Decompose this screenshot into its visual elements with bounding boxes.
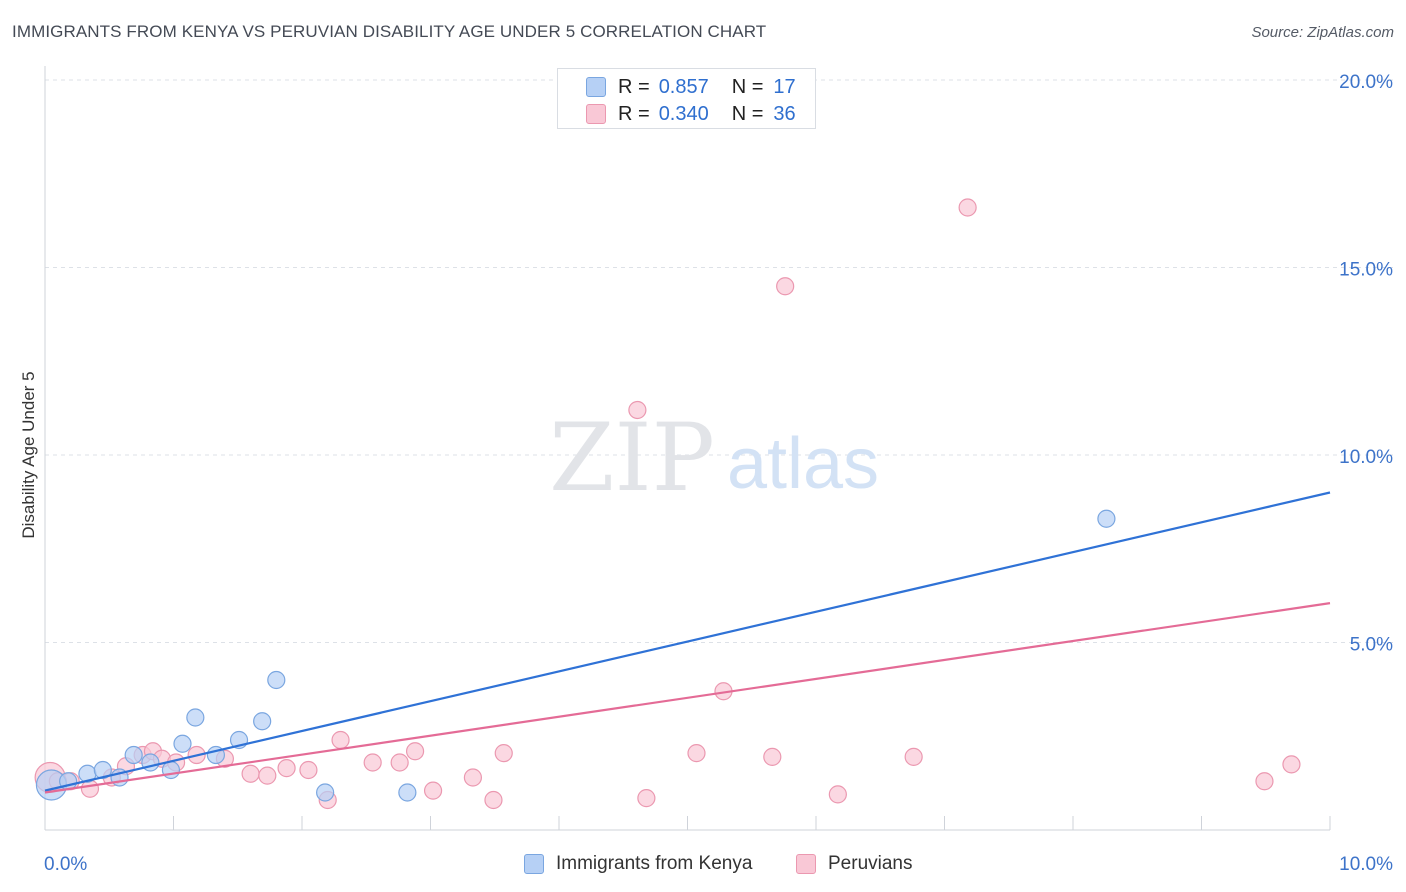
legend-n-label: N =: [731, 75, 764, 98]
legend-row-peru: R = 0.340 N = 36: [618, 102, 796, 126]
peru-point: [299, 760, 318, 780]
peru-point: [363, 753, 382, 772]
legend-swatch-kenya: [586, 77, 606, 97]
x-tick-label: 10.0%: [1339, 854, 1393, 875]
bottom-legend-label-peru: Peruvians: [828, 853, 913, 874]
watermark: ZIP atlas: [549, 404, 879, 513]
peru-point: [241, 764, 260, 783]
legend-r-value: 0.340: [658, 102, 709, 125]
bottom-legend-label-kenya: Immigrants from Kenya: [556, 853, 753, 874]
y-axis-label: Disability Age Under 5: [19, 371, 38, 538]
peru-trend-line: [44, 602, 1331, 794]
peru-point: [390, 753, 409, 772]
watermark-zip: ZIP: [549, 404, 715, 513]
peru-point: [828, 785, 847, 804]
x-tick-label: 0.0%: [44, 854, 87, 875]
peru-point: [687, 744, 706, 763]
x-tick-labels: 0.0% 10.0%: [44, 854, 1393, 875]
y-tick-label: 5.0%: [1350, 635, 1393, 656]
peru-point: [258, 766, 277, 785]
peru-point: [405, 742, 425, 761]
bottom-swatch-kenya: [524, 854, 544, 874]
peru-point: [80, 779, 100, 798]
bottom-swatch-peru: [796, 854, 816, 874]
legend-n-value: 17: [773, 75, 796, 98]
peru-point: [763, 747, 782, 766]
grid-lines: [45, 79, 1395, 643]
kenya-point: [267, 670, 286, 690]
kenya-point: [316, 783, 335, 802]
kenya-point: [186, 708, 205, 727]
peru-point: [776, 277, 795, 296]
kenya-point: [253, 712, 272, 731]
watermark-atlas: atlas: [727, 424, 879, 504]
peru-point: [958, 198, 977, 217]
bottom-legend-peru: Peruvians: [796, 852, 913, 876]
legend-n-label: N =: [731, 102, 764, 125]
legend-swatch-peru: [586, 104, 606, 124]
chart-title: IMMIGRANTS FROM KENYA VS PERUVIAN DISABI…: [12, 22, 767, 41]
y-tick-labels: 5.0% 10.0% 15.0% 20.0%: [1339, 72, 1393, 656]
y-tick-label: 20.0%: [1339, 72, 1393, 93]
legend-r-label: R =: [618, 75, 650, 98]
peru-point: [1282, 755, 1301, 774]
kenya-point: [1097, 509, 1116, 528]
peru-point: [1255, 772, 1274, 791]
axes: [44, 66, 1331, 831]
peru-point: [423, 781, 443, 800]
trend-lines: [44, 491, 1331, 794]
source-label: Source: ZipAtlas.com: [1251, 24, 1394, 41]
peru-point: [494, 744, 513, 763]
peru-point: [277, 759, 296, 778]
peru-point: [637, 789, 656, 808]
kenya-point: [124, 745, 143, 765]
bottom-legend-kenya: Immigrants from Kenya: [524, 852, 752, 876]
peru-point: [484, 790, 503, 810]
legend-r-label: R =: [618, 102, 650, 125]
legend-row-kenya: R = 0.857 N = 17: [618, 75, 796, 99]
y-tick-label: 15.0%: [1339, 260, 1393, 281]
peru-point: [331, 730, 350, 750]
legend-r-value: 0.857: [658, 75, 709, 98]
peru-point: [904, 747, 923, 766]
legend-n-value: 36: [773, 102, 796, 125]
kenya-point: [398, 783, 417, 802]
kenya-trend-line: [44, 491, 1331, 792]
peru-point: [628, 400, 647, 420]
peru-point: [463, 768, 483, 787]
kenya-point: [173, 734, 192, 753]
kenya-point: [161, 760, 181, 780]
legend: R = 0.857 N = 17 R = 0.340 N = 36: [557, 68, 816, 129]
y-tick-label: 10.0%: [1339, 447, 1393, 468]
kenya-point: [93, 760, 112, 780]
